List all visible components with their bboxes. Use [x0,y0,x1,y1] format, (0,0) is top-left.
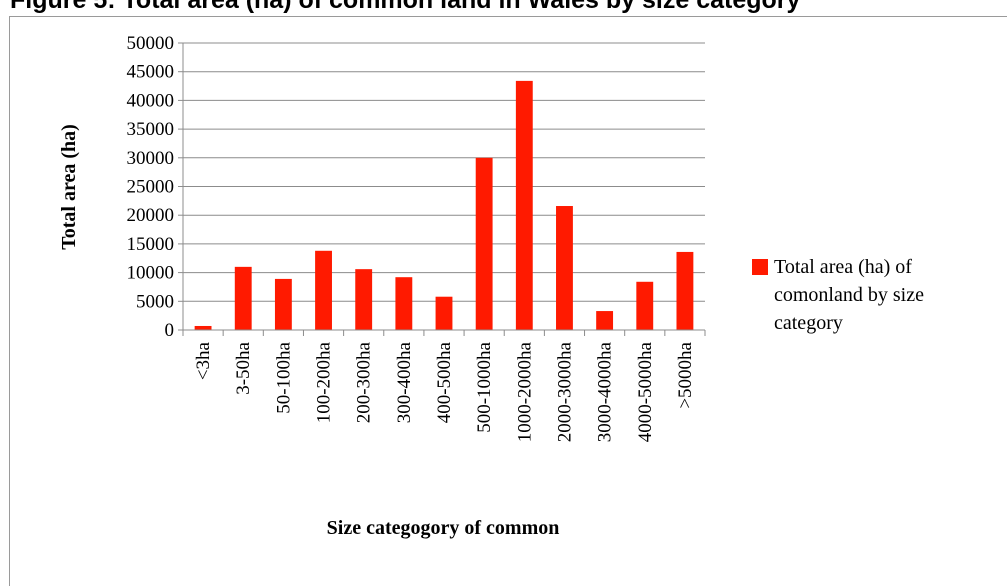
x-tick-label: 3-50ha [233,341,254,394]
x-tick-label: 400-500ha [434,341,455,423]
figure-title: Figure 5: Total area (ha) of common land… [10,0,801,14]
y-tick-label: 10000 [127,263,175,284]
bar-chart: 0 5000 10000 15000 20000 25000 30000 35000 40000… [58,33,706,539]
y-tick-labels: 0 5000 10000 15000 20000 25000 30000 35000 40000… [127,33,175,341]
x-tick-label: 2000-3000ha [554,341,575,442]
bar [515,80,533,330]
y-tick-label: 0 [165,320,175,341]
legend-swatch [752,259,768,275]
legend-label: Total area (ha) of comonland by size cat… [774,256,924,334]
y-tick-label: 45000 [127,62,175,83]
bar [475,157,493,330]
y-axis-title: Total area (ha) [58,124,80,250]
bar [556,206,573,330]
bar [596,311,614,330]
bar [194,325,212,330]
y-tick-label: 25000 [127,177,175,198]
bar [274,278,292,330]
bar [315,250,332,330]
x-tick-label: >5000ha [675,341,696,408]
y-tick-label: 50000 [127,33,175,54]
y-tick-label: 5000 [136,291,174,312]
bar [355,269,373,330]
x-tick-label: 4000-5000ha [635,341,656,442]
axes [178,42,706,336]
bars [194,80,694,330]
y-tick-label: 30000 [127,148,175,169]
y-tick-label: 40000 [127,90,175,111]
bar [636,281,654,330]
bar [676,251,694,330]
x-tick-label: 3000-4000ha [595,341,616,442]
chart-frame [9,16,1007,586]
x-tick-label: <3ha [193,341,214,380]
x-tick-label: 50-100ha [273,341,294,413]
y-tick-label: 20000 [127,205,175,226]
x-tick-label: 500-1000ha [474,341,495,432]
x-tick-label: 300-400ha [394,341,415,423]
y-tick-label: 15000 [127,234,175,255]
x-tick-labels: <3ha 3-50ha 50-100ha 100-200ha 200-300ha 300-… [193,341,696,442]
x-tick-label: 1000-2000ha [514,341,535,442]
bar [435,296,453,330]
x-axis-title: Size categogory of common [327,517,560,539]
bar [395,277,413,330]
bar [234,266,252,330]
y-tick-label: 35000 [127,119,175,140]
legend: Total area (ha) of comonland by size cat… [752,253,992,337]
gridlines [183,42,705,302]
x-tick-label: 200-300ha [354,341,375,423]
x-tick-label: 100-200ha [314,341,335,423]
